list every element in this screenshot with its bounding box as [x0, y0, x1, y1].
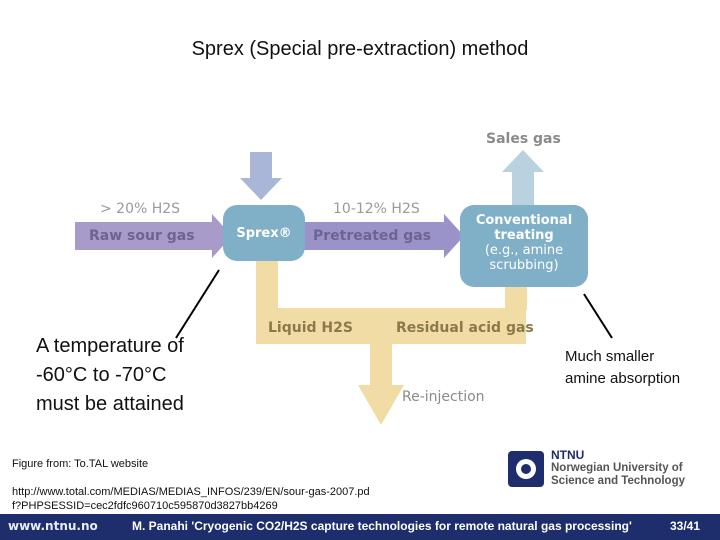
pretreated-gas-label: Pretreated gas	[313, 228, 432, 244]
amine-line1: Much smaller	[565, 348, 655, 365]
amine-annotation: Much smaller amine absorption	[565, 346, 680, 390]
liquid-h2s-label: Liquid H2S	[268, 320, 353, 336]
sprex-label: Sprex®	[236, 226, 292, 241]
sales-gas-label: Sales gas	[486, 131, 561, 147]
ntnu-line1: Norwegian University of	[551, 462, 683, 474]
temperature-line3: must be attained	[36, 393, 184, 415]
conventional-line1: Conventional	[475, 213, 573, 228]
footer-citation: M. Panahi 'Cryogenic CO2/H2S capture tec…	[132, 519, 632, 533]
conventional-treating-label: Conventional treating (e.g., amine scrub…	[460, 213, 588, 273]
raw-sour-gas-label: Raw sour gas	[89, 228, 195, 244]
treating-box	[460, 205, 588, 287]
sales-gas-arrow	[502, 150, 544, 208]
temperature-line2: -60°C to -70°C	[36, 364, 167, 386]
page-number: 33/41	[670, 519, 701, 533]
figure-source: Figure from: To.TAL website	[12, 458, 149, 470]
feed-arrow	[240, 152, 282, 200]
conventional-line2: treating	[494, 228, 554, 243]
residual-acid-gas-label: Residual acid gas	[396, 320, 534, 336]
source-url[interactable]: http://www.total.com/MEDIAS/MEDIAS_INFOS…	[12, 486, 370, 512]
raw-gas-arrow	[75, 214, 232, 258]
conventional-line3: (e.g., amine	[484, 243, 564, 258]
ntnu-line2: Science and Technology	[551, 475, 685, 487]
page-title: Sprex (Special pre-extraction) method	[191, 38, 529, 60]
footer-website-link[interactable]: www.ntnu.no	[8, 519, 98, 533]
conventional-line4: scrubbing)	[489, 258, 559, 273]
reinjection-label: Re-injection	[402, 389, 485, 405]
amine-line2: amine absorption	[565, 370, 681, 387]
liquid-flow	[256, 250, 527, 425]
temperature-annotation: A temperature of -60°C to -70°C must be …	[36, 332, 184, 419]
right-pointer-line	[583, 293, 613, 339]
pretreated-arrow	[296, 214, 464, 258]
footer-bar	[0, 514, 720, 540]
ntnu-logo-icon	[508, 451, 544, 487]
ntnu-abbr: NTNU	[551, 448, 585, 462]
left-pointer-line	[175, 269, 220, 339]
temperature-line1: A temperature of	[36, 335, 184, 357]
raw-h2s-label: > 20% H2S	[100, 201, 181, 217]
ntnu-full-name: Norwegian University of Science and Tech…	[551, 462, 720, 488]
pretreated-h2s-label: 10-12% H2S	[333, 201, 420, 217]
sprex-box	[223, 205, 305, 261]
